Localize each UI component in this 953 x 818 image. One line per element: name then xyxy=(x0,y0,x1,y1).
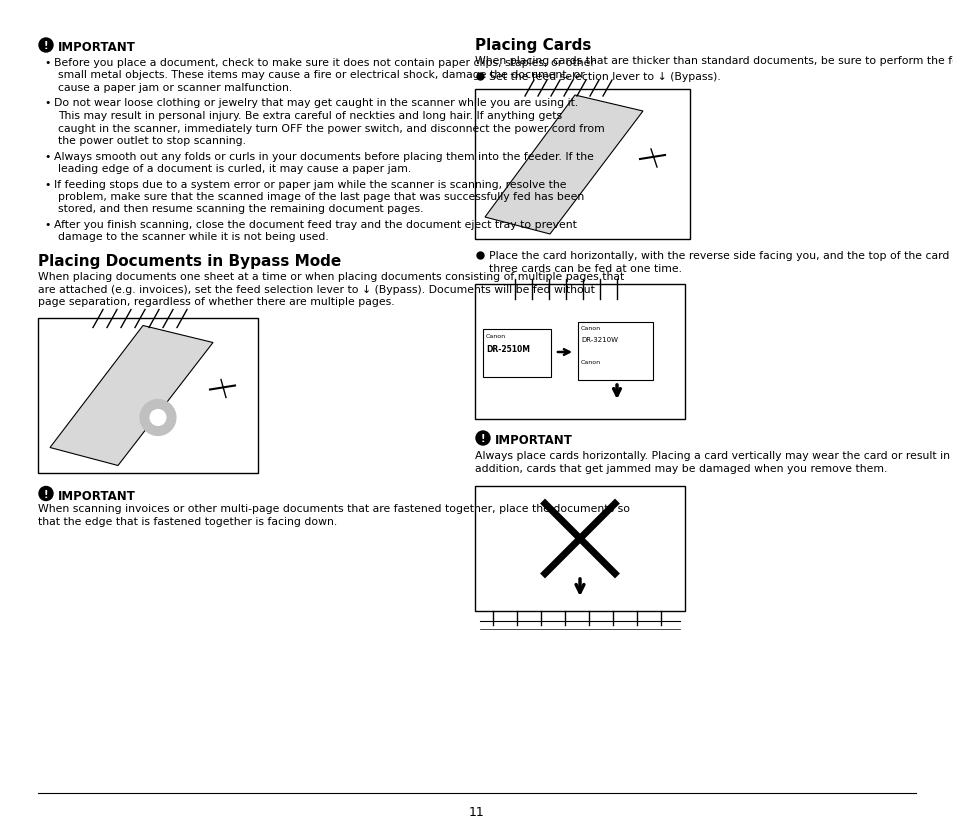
Text: cause a paper jam or scanner malfunction.: cause a paper jam or scanner malfunction… xyxy=(58,83,292,93)
Text: Do not wear loose clothing or jewelry that may get caught in the scanner while y: Do not wear loose clothing or jewelry th… xyxy=(54,98,578,109)
Text: Place the card horizontally, with the reverse side facing you, and the top of th: Place the card horizontally, with the re… xyxy=(489,251,953,261)
Text: IMPORTANT: IMPORTANT xyxy=(58,489,135,502)
Text: !: ! xyxy=(480,434,485,444)
Text: !: ! xyxy=(44,489,49,500)
FancyBboxPatch shape xyxy=(475,284,684,419)
Text: small metal objects. These items may cause a fire or electrical shock, damage th: small metal objects. These items may cau… xyxy=(58,70,584,80)
Text: When placing documents one sheet at a time or when placing documents consisting : When placing documents one sheet at a ti… xyxy=(38,272,623,282)
Text: problem, make sure that the scanned image of the last page that was successfully: problem, make sure that the scanned imag… xyxy=(58,192,583,202)
Text: Placing Documents in Bypass Mode: Placing Documents in Bypass Mode xyxy=(38,254,341,269)
Text: addition, cards that get jammed may be damaged when you remove them.: addition, cards that get jammed may be d… xyxy=(475,464,886,474)
FancyBboxPatch shape xyxy=(578,322,652,380)
Text: •: • xyxy=(44,179,51,190)
Polygon shape xyxy=(484,95,642,234)
Text: IMPORTANT: IMPORTANT xyxy=(495,434,572,447)
Text: IMPORTANT: IMPORTANT xyxy=(58,41,135,54)
Text: •: • xyxy=(44,98,51,109)
Text: Placing Cards: Placing Cards xyxy=(475,38,591,53)
Text: •: • xyxy=(44,58,51,68)
FancyBboxPatch shape xyxy=(38,317,257,473)
FancyBboxPatch shape xyxy=(475,486,684,611)
Text: page separation, regardless of whether there are multiple pages.: page separation, regardless of whether t… xyxy=(38,297,395,307)
Text: leading edge of a document is curled, it may cause a paper jam.: leading edge of a document is curled, it… xyxy=(58,164,411,174)
Text: that the edge that is fastened together is facing down.: that the edge that is fastened together … xyxy=(38,517,337,527)
Circle shape xyxy=(39,38,53,52)
FancyBboxPatch shape xyxy=(482,329,551,377)
Text: •: • xyxy=(44,220,51,230)
Polygon shape xyxy=(50,326,213,465)
Text: three cards can be fed at one time.: three cards can be fed at one time. xyxy=(489,263,681,273)
Circle shape xyxy=(39,487,53,501)
Text: 11: 11 xyxy=(469,806,484,818)
Text: the power outlet to stop scanning.: the power outlet to stop scanning. xyxy=(58,136,246,146)
Circle shape xyxy=(150,410,166,425)
Text: If feeding stops due to a system error or paper jam while the scanner is scannin: If feeding stops due to a system error o… xyxy=(54,179,566,190)
Circle shape xyxy=(140,399,175,435)
Text: caught in the scanner, immediately turn OFF the power switch, and disconnect the: caught in the scanner, immediately turn … xyxy=(58,124,604,133)
Text: !: ! xyxy=(44,41,49,51)
Text: stored, and then resume scanning the remaining document pages.: stored, and then resume scanning the rem… xyxy=(58,204,423,214)
Text: Canon: Canon xyxy=(580,326,600,331)
Text: When scanning invoices or other multi-page documents that are fastened together,: When scanning invoices or other multi-pa… xyxy=(38,505,629,515)
Text: DR-2510M: DR-2510M xyxy=(485,345,530,354)
Text: This may result in personal injury. Be extra careful of neckties and long hair. : This may result in personal injury. Be e… xyxy=(58,111,561,121)
Text: When placing cards that are thicker than standard documents, be sure to perform : When placing cards that are thicker than… xyxy=(475,56,953,66)
Text: •: • xyxy=(44,151,51,161)
Circle shape xyxy=(476,431,490,445)
Text: Always place cards horizontally. Placing a card vertically may wear the card or : Always place cards horizontally. Placing… xyxy=(475,451,953,461)
Text: Set the feed selection lever to ↓ (Bypass).: Set the feed selection lever to ↓ (Bypas… xyxy=(489,71,720,82)
FancyBboxPatch shape xyxy=(475,89,689,239)
Circle shape xyxy=(193,362,253,423)
Text: After you finish scanning, close the document feed tray and the document eject t: After you finish scanning, close the doc… xyxy=(54,220,577,230)
Text: Canon: Canon xyxy=(580,360,600,365)
Text: Before you place a document, check to make sure it does not contain paper clips,: Before you place a document, check to ma… xyxy=(54,58,595,68)
Text: are attached (e.g. invoices), set the feed selection lever to ↓ (Bypass). Docume: are attached (e.g. invoices), set the fe… xyxy=(38,285,595,294)
Text: damage to the scanner while it is not being used.: damage to the scanner while it is not be… xyxy=(58,232,329,242)
Text: Always smooth out any folds or curls in your documents before placing them into : Always smooth out any folds or curls in … xyxy=(54,151,594,161)
Circle shape xyxy=(622,131,682,191)
Text: Canon: Canon xyxy=(485,334,506,339)
Text: DR-3210W: DR-3210W xyxy=(580,337,618,343)
